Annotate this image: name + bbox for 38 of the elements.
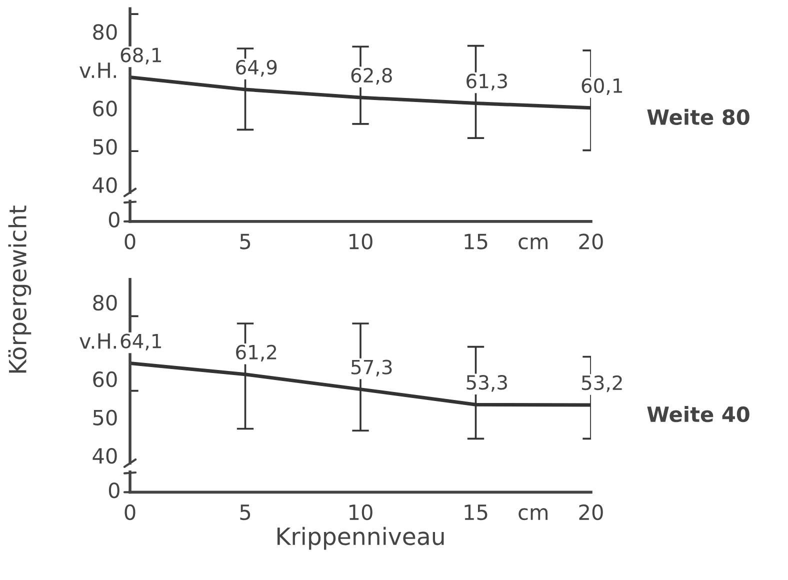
y-tick-label: 40: [92, 448, 117, 464]
data-label: 64,9: [236, 60, 277, 77]
y-tick-label: 50: [93, 410, 117, 426]
data-label: 60,1: [582, 78, 622, 95]
y-tick-label: v.H.: [80, 62, 116, 78]
y-tick-label: 80: [93, 24, 117, 40]
text: Weite 80: [647, 108, 750, 125]
x-tick-label: 15: [464, 504, 488, 520]
x-tick-label: 10: [350, 504, 372, 520]
data-label: 61,3: [466, 74, 507, 90]
x-tick-label: 5: [240, 234, 250, 250]
x-tick-label: 0: [124, 504, 136, 520]
data-label: 68,1: [120, 48, 161, 64]
x-axis-title: Krippenniveau: [277, 526, 444, 550]
text: 0: [108, 482, 120, 498]
x-tick-label: 10: [350, 234, 372, 250]
data-label: 53,3: [466, 375, 507, 392]
x-tick-label: 5: [240, 504, 250, 520]
y-tick-label: 80: [93, 294, 117, 311]
data-label: 62,8: [351, 68, 392, 85]
x-tick-label: 20: [579, 234, 603, 250]
y-tick-label: 60: [93, 100, 117, 116]
y-tick-label: 40: [92, 177, 117, 193]
data-label: 61,2: [236, 344, 276, 362]
data-label: 64,1: [120, 334, 161, 350]
x-tick-label: cm: [518, 508, 548, 520]
x-tick-label: 20: [579, 504, 603, 520]
y-tick-label: 50: [93, 138, 117, 155]
y-axis-title: Körpergewicht: [8, 206, 32, 373]
y-tick-label: v.H.: [80, 333, 116, 349]
text: 0: [108, 212, 120, 228]
x-tick-label: 15: [464, 234, 488, 250]
x-tick-label: cm: [518, 237, 548, 250]
x-tick-label: 0: [124, 234, 136, 250]
data-label: 57,3: [351, 360, 392, 376]
data-label: 53,2: [582, 375, 622, 392]
y-tick-label: 60: [93, 371, 117, 388]
text: Weite 40: [647, 406, 750, 422]
